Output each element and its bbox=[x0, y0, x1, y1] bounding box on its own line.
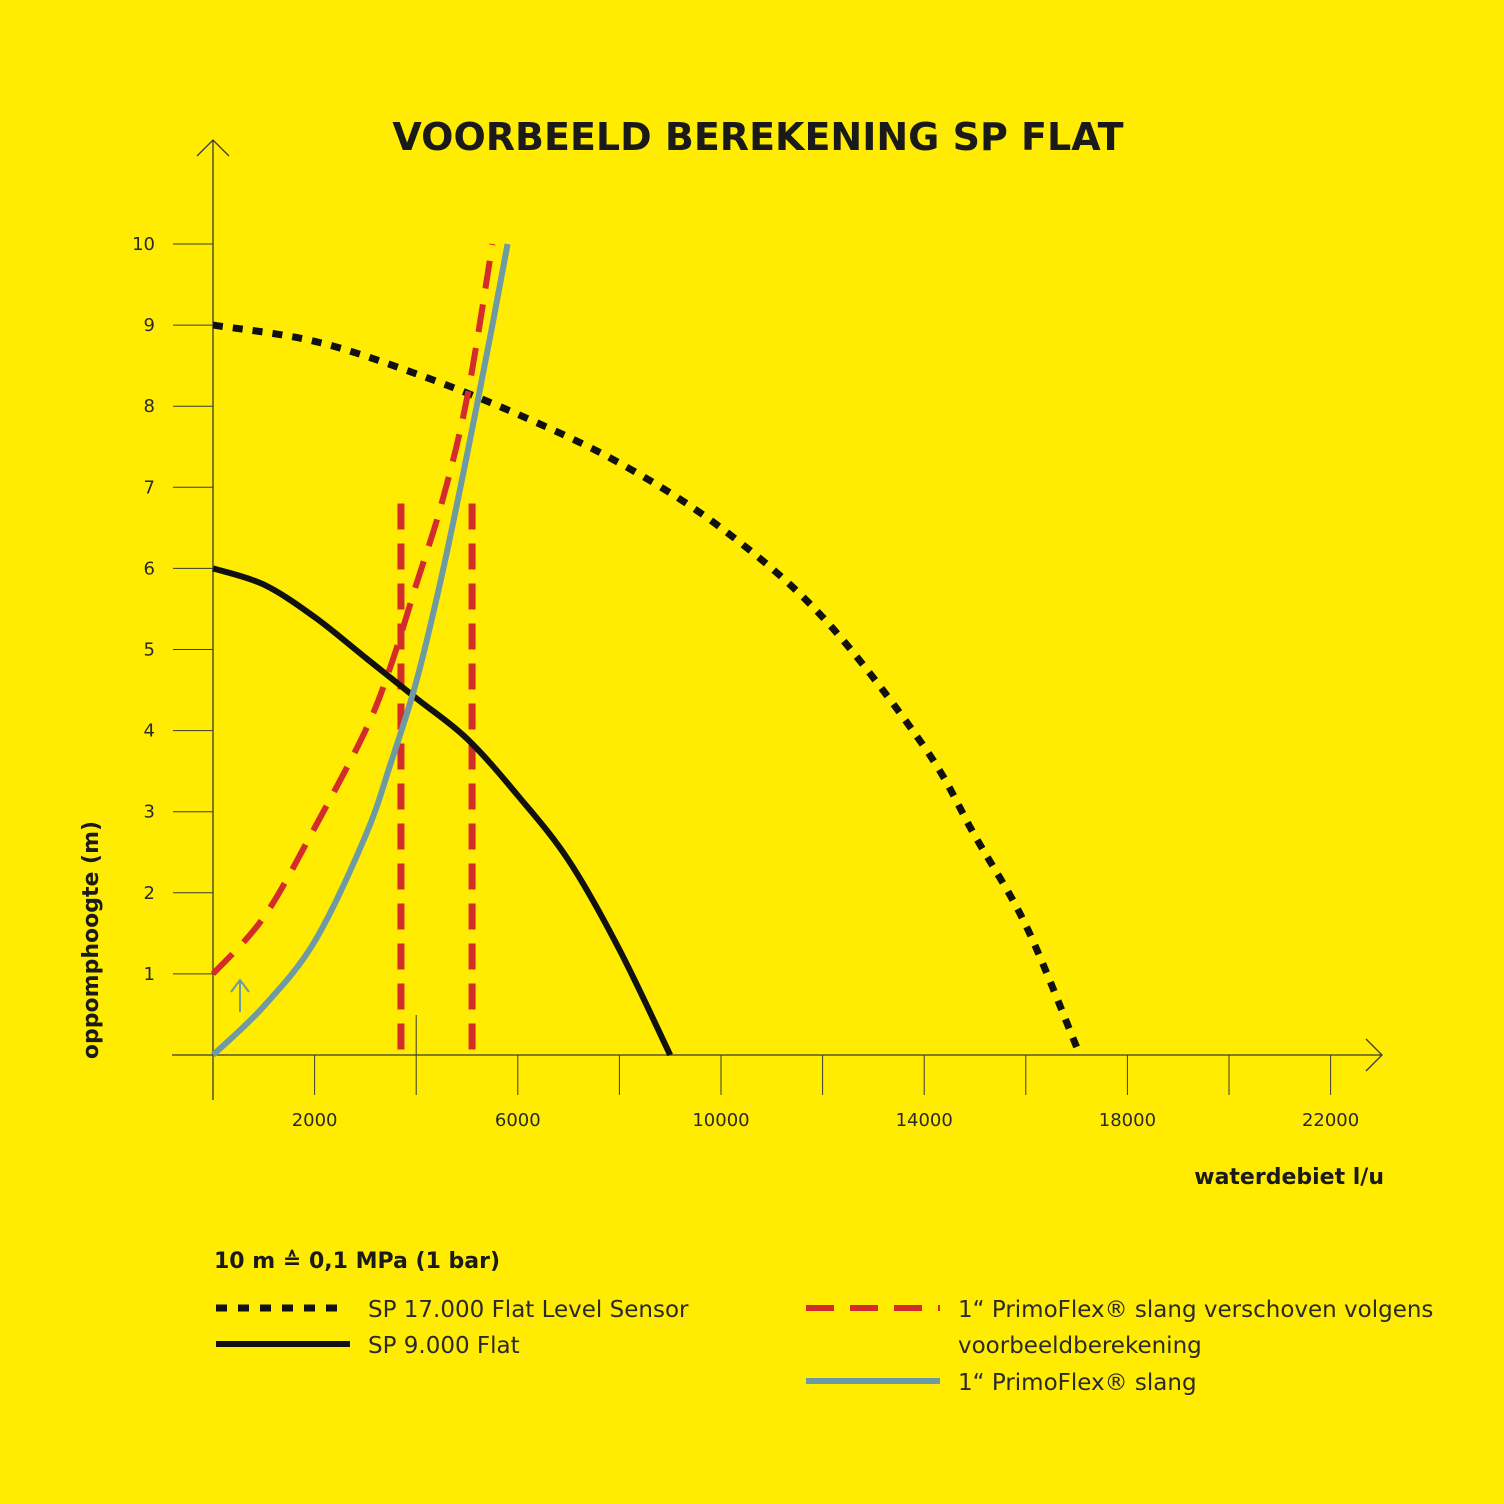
series-line-1 bbox=[212, 321, 1080, 1049]
legend-label-primoflex-shifted-line1: 1“ PrimoFlex® slang verschoven volgens bbox=[958, 1297, 1433, 1323]
axes: 2000 6000 10000 14000 18000 22000 1 2 3 4 5 6 7 8 9 10 bbox=[132, 139, 1383, 1131]
legend: SP 17.000 Flat Level Sensor SP 9.000 Fla… bbox=[216, 1297, 1441, 1396]
pressure-note: 10 m ≙ 0,1 MPa (1 bar) bbox=[214, 1249, 500, 1274]
y-tick-label: 2 bbox=[144, 883, 155, 904]
y-tick-label: 3 bbox=[144, 802, 155, 823]
y-axis-title: oppomphoogte (m) bbox=[79, 821, 104, 1059]
legend-item-primoflex-shifted: 1“ PrimoFlex® slang verschoven volgens v… bbox=[806, 1297, 1441, 1359]
x-axis-arrow bbox=[1365, 1038, 1383, 1072]
y-tick-label: 1 bbox=[144, 964, 155, 985]
legend-item-primoflex: 1“ PrimoFlex® slang bbox=[806, 1370, 1197, 1396]
x-tick-label: 22000 bbox=[1302, 1110, 1359, 1131]
x-tick-label: 10000 bbox=[692, 1110, 749, 1131]
chart-title: VOORBEELD BEREKENING SP FLAT bbox=[392, 115, 1123, 159]
y-tick-label: 6 bbox=[144, 558, 155, 579]
y-tick-label: 9 bbox=[144, 315, 155, 336]
y-tick-label: 7 bbox=[144, 477, 155, 498]
x-axis-title: waterdebiet l/u bbox=[1194, 1165, 1384, 1190]
legend-item-sp9000: SP 9.000 Flat bbox=[216, 1333, 520, 1359]
y-tick-label: 8 bbox=[144, 396, 155, 417]
series-group bbox=[210, 243, 1080, 1058]
x-tick-label: 6000 bbox=[495, 1110, 541, 1131]
legend-label-sp17000: SP 17.000 Flat Level Sensor bbox=[368, 1297, 689, 1323]
legend-label-primoflex: 1“ PrimoFlex® slang bbox=[958, 1370, 1197, 1396]
shift-arrow-head bbox=[230, 978, 250, 993]
x-tick-label: 18000 bbox=[1099, 1110, 1156, 1131]
legend-label-primoflex-shifted: 1“ PrimoFlex® slang verschoven volgens v… bbox=[958, 1297, 1441, 1359]
x-tick-label: 14000 bbox=[896, 1110, 953, 1131]
y-axis-arrow bbox=[196, 139, 230, 157]
series-line-4 bbox=[210, 243, 511, 1058]
y-tick-label: 10 bbox=[132, 234, 155, 255]
legend-label-sp9000: SP 9.000 Flat bbox=[368, 1333, 520, 1359]
x-tick-label: 2000 bbox=[292, 1110, 338, 1131]
y-tick-label: 4 bbox=[144, 721, 155, 742]
legend-item-sp17000: SP 17.000 Flat Level Sensor bbox=[216, 1297, 689, 1323]
series-line-3 bbox=[210, 243, 496, 976]
y-tick-label: 5 bbox=[144, 640, 155, 661]
series-line-2 bbox=[212, 565, 673, 1057]
legend-label-primoflex-shifted-line2: voorbeeldberekening bbox=[958, 1333, 1202, 1359]
